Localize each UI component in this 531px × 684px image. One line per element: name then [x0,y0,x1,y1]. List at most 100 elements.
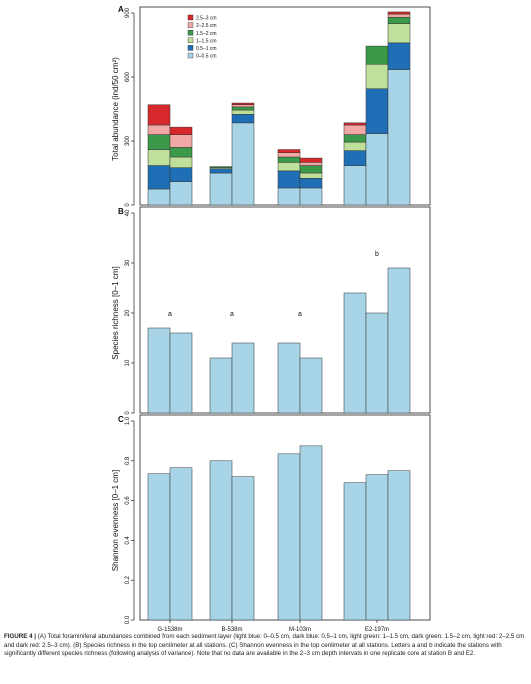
bar-segment [343,124,367,135]
bar [147,327,171,414]
bar-segment [299,187,323,206]
y-tick-label: 40 [125,209,131,216]
bar-segment [169,126,193,135]
bar [169,332,193,414]
bar [365,312,389,414]
bar [387,470,411,621]
bar-segment [277,152,301,158]
bar [299,357,323,414]
bar [209,357,233,414]
bar-segment [147,104,171,126]
bar [299,445,323,621]
bar-segment [231,122,255,206]
bar-segment [169,156,193,168]
bar-segment [299,165,323,174]
legend-label: 0–0.5 cm [196,54,217,60]
bar-segment [231,106,255,111]
legend-swatch [187,30,194,36]
bar-segment [387,13,411,18]
y-tick-label: 900 [125,7,131,18]
y-tick-label: 600 [125,71,131,82]
bar-segment [343,134,367,143]
bar-segment [277,156,301,163]
bar-segment [299,157,323,163]
bar-segment [209,172,233,206]
bar [147,473,171,621]
y-tick-label: 0 [125,203,131,207]
bar-segment [387,69,411,206]
y-tick-label: 0.0 [125,615,131,624]
y-axis-label: Shannon evenness [0–1 cm] [111,470,120,571]
bar [209,460,233,621]
y-tick-label: 0.4 [125,536,131,545]
bar-segment [169,134,193,148]
legend-swatch [187,37,194,43]
bar-segment [365,133,389,206]
y-tick-label: 20 [125,309,131,316]
legend-label: 1–1.5 cm [196,38,217,44]
y-tick-label: 10 [125,359,131,366]
significance-letter: b [375,251,379,258]
y-tick-label: 0.2 [125,575,131,584]
bar [387,267,411,414]
legend-label: 2.5–3 cm [196,16,217,22]
panel-letter-c: C [118,415,124,424]
significance-letter: a [230,311,234,318]
panel-letter-a: A [118,5,124,14]
bar [343,292,367,414]
bar-segment [231,102,255,105]
x-tick-label: M-103m [289,627,311,633]
bar-segment [147,188,171,206]
bar-segment [365,88,389,134]
bar-segment [343,122,367,126]
bar-segment [299,162,323,166]
significance-letter: a [168,311,172,318]
bar-segment [147,165,171,190]
bar [277,342,301,414]
y-tick-label: 0 [125,411,131,415]
bar-segment [147,149,171,166]
legend-label: 2–2.5 cm [196,23,217,29]
y-tick-label: 1.0 [125,416,131,425]
caption-label: FIGURE 4 | [4,633,38,640]
bar [169,467,193,621]
bar-segment [169,181,193,206]
legend-label: 0.5–1 cm [196,46,217,52]
bar-segment [277,170,301,189]
y-axis-label: Total abundance (ind/50 cm²) [111,57,120,161]
x-tick-label: B-538m [221,627,242,633]
bar-segment [299,178,323,189]
bar-segment [231,114,255,124]
bar-segment [343,165,367,206]
figure-caption: FIGURE 4 | (A) Total foraminiferal abund… [4,633,526,659]
bar-segment [209,166,233,168]
panel-letter-b: B [118,207,124,216]
bar-segment [343,150,367,166]
bar-segment [169,147,193,158]
bar-segment [343,141,367,151]
bar-segment [169,167,193,182]
bar-segment [387,17,411,24]
bar-segment [231,109,255,115]
y-tick-label: 30 [125,259,131,266]
bar-segment [277,187,301,206]
bar-segment [277,149,301,153]
bar-segment [387,23,411,44]
legend-swatch [187,22,194,28]
bar-segment [231,104,255,108]
y-tick-label: 300 [125,135,131,146]
bar-segment [299,172,323,179]
bar-segment [277,162,301,172]
y-tick-label: 0.6 [125,496,131,505]
bar [231,342,255,414]
legend-swatch [187,14,194,21]
bar-segment [209,168,233,174]
bar [277,453,301,621]
caption-text: (A) Total foraminiferal abundances combi… [4,633,525,658]
bar-segment [365,63,389,89]
x-tick-label: E2-197m [365,627,389,633]
bar [343,482,367,621]
y-tick-label: 0.8 [125,456,131,465]
legend-label: 1.5–2 cm [196,31,217,37]
bar-segment [147,134,171,150]
